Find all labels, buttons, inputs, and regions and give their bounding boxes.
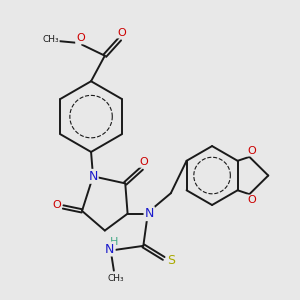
Text: N: N: [88, 170, 98, 183]
Text: O: O: [247, 146, 256, 156]
Text: O: O: [76, 33, 85, 43]
Text: O: O: [247, 196, 256, 206]
Text: O: O: [52, 200, 61, 210]
Text: N: N: [105, 242, 115, 256]
Text: CH₃: CH₃: [42, 35, 59, 44]
Text: H: H: [110, 237, 118, 247]
Text: O: O: [139, 157, 148, 167]
Text: O: O: [117, 28, 126, 38]
Text: CH₃: CH₃: [107, 274, 124, 283]
Text: S: S: [167, 254, 175, 266]
Text: N: N: [145, 207, 154, 220]
